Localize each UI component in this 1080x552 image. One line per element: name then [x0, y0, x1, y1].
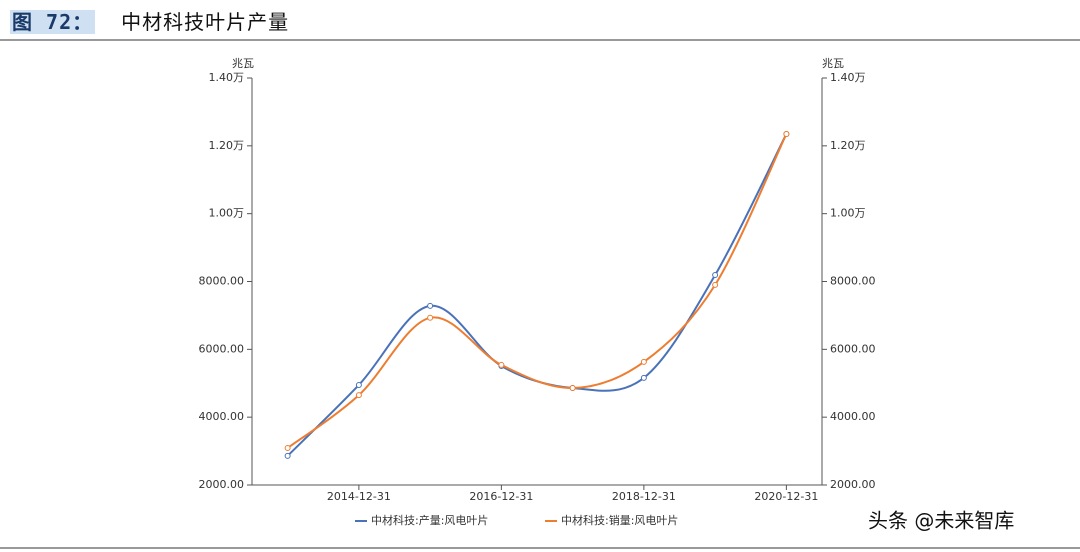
y-tick-label: 2000.00 [199, 478, 245, 491]
y2-tick-label: 1.40万 [830, 71, 866, 84]
y-tick-label: 8000.00 [199, 275, 245, 288]
title-bar: 图 72： 中材科技叶片产量 [10, 6, 289, 35]
series-line [287, 133, 788, 449]
point [284, 445, 291, 452]
watermark: 头条 @未来智库 [868, 509, 1014, 533]
point [712, 281, 719, 288]
legend-label: 中材科技:销量:风电叶片 [561, 513, 678, 527]
point [427, 314, 434, 321]
chart-title: 中材科技叶片产量 [121, 10, 290, 34]
y-tick-label: 6000.00 [199, 342, 245, 355]
y2-tick-label: 1.20万 [830, 139, 866, 152]
y2-tick-label: 1.00万 [830, 207, 866, 220]
point [640, 358, 647, 365]
y-unit: 兆瓦 [232, 57, 254, 70]
point [640, 374, 647, 381]
point [712, 272, 719, 279]
x-tick-label: 2014-12-31 [327, 490, 391, 503]
y-tick-label: 1.40万 [209, 71, 245, 84]
y2-tick-label: 4000.00 [830, 410, 876, 423]
point [427, 302, 434, 309]
y2-tick-label: 2000.00 [830, 478, 876, 491]
point [783, 130, 790, 137]
point [355, 392, 362, 399]
y2-tick-label: 6000.00 [830, 342, 876, 355]
x-tick-label: 2020-12-31 [754, 490, 818, 503]
y-tick-label: 1.00万 [209, 207, 245, 220]
y-tick-label: 1.20万 [209, 139, 245, 152]
point [498, 361, 505, 368]
series-line [286, 133, 788, 457]
y2-tick-label: 8000.00 [830, 275, 876, 288]
x-tick-label: 2016-12-31 [469, 490, 533, 503]
point [284, 452, 291, 459]
point [355, 381, 362, 388]
y-tick-label: 4000.00 [199, 410, 245, 423]
point [569, 384, 576, 391]
figure-label: 图 72： [10, 10, 96, 34]
x-tick-label: 2018-12-31 [612, 490, 676, 503]
legend-label: 中材科技:产量:风电叶片 [371, 513, 488, 527]
y2-unit: 兆瓦 [822, 57, 844, 70]
